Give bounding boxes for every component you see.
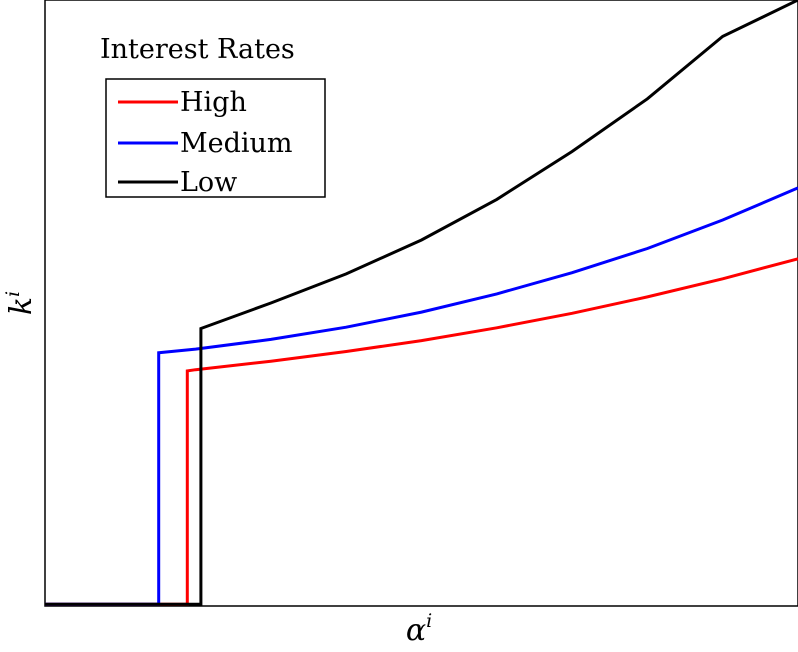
y-axis-label-main: k bbox=[4, 297, 39, 315]
y-axis-label: ki bbox=[2, 291, 39, 315]
x-axis-label-superscript: i bbox=[426, 610, 432, 632]
x-axis-label-main: α bbox=[406, 613, 426, 648]
x-axis-label: αi bbox=[406, 610, 432, 648]
legend-entries: High Medium Low bbox=[118, 87, 293, 198]
series-line-high bbox=[45, 257, 798, 606]
legend-box bbox=[105, 78, 326, 198]
legend: Interest Rates High Medium Low bbox=[100, 34, 326, 198]
legend-label-medium: Medium bbox=[180, 128, 293, 159]
y-axis-label-superscript: i bbox=[2, 291, 24, 297]
series-line-medium bbox=[45, 186, 798, 606]
legend-label-high: High bbox=[180, 87, 247, 118]
svg-text:ki: ki bbox=[2, 291, 39, 315]
series-line-low bbox=[45, 0, 798, 606]
legend-title: Interest Rates bbox=[100, 34, 295, 65]
series-layer bbox=[45, 0, 798, 606]
legend-label-low: Low bbox=[180, 167, 237, 198]
